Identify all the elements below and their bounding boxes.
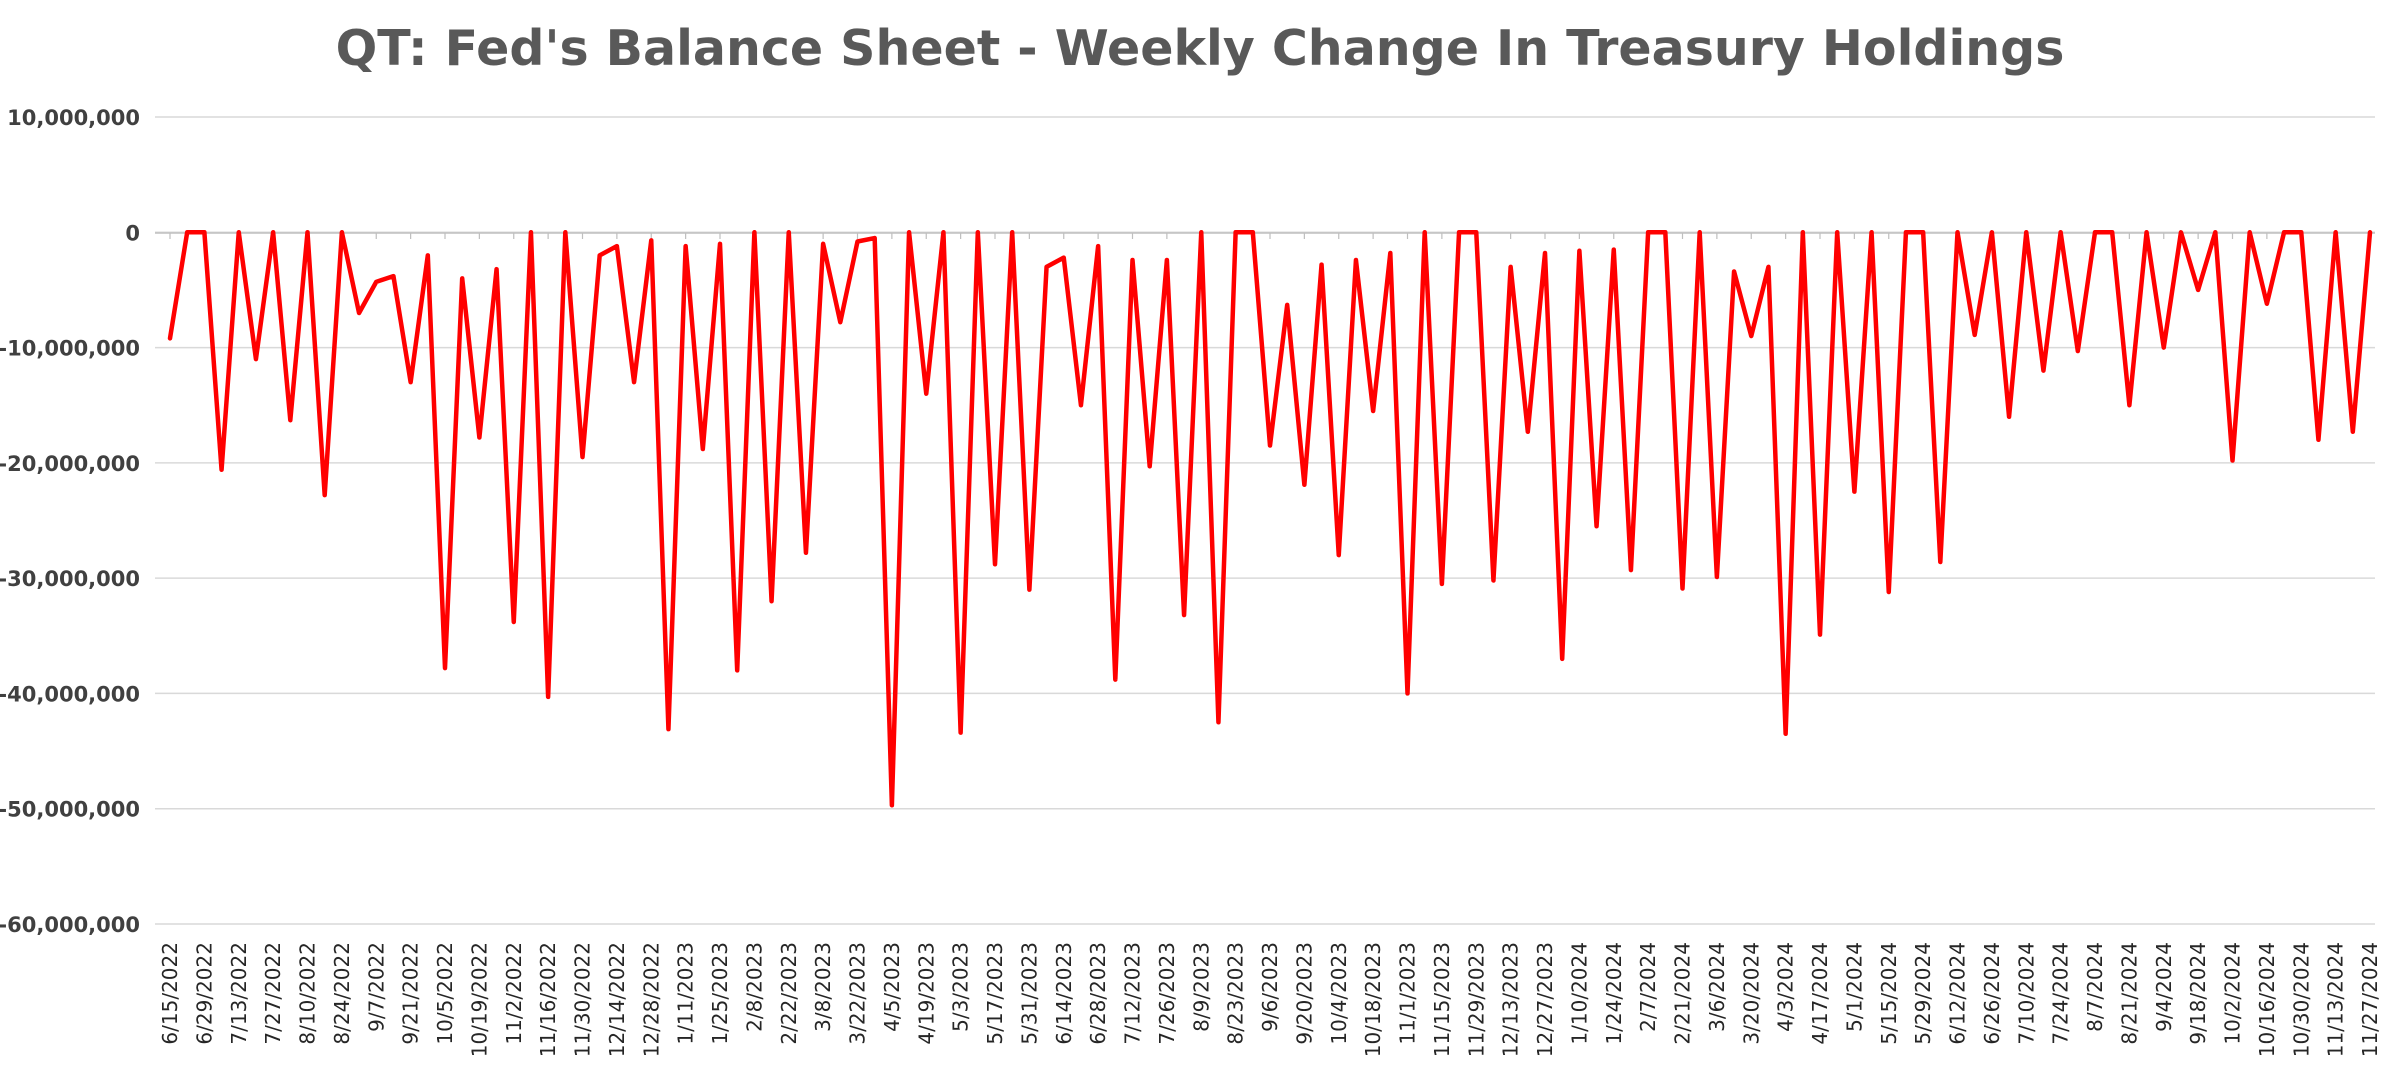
x-tick-label: 10/5/2022 bbox=[433, 942, 457, 1045]
x-tick-label: 7/26/2023 bbox=[1155, 942, 1179, 1045]
x-tick-label: 9/7/2022 bbox=[364, 942, 388, 1032]
x-tick-label: 9/18/2024 bbox=[2186, 942, 2210, 1045]
x-tick-label: 12/13/2023 bbox=[1499, 942, 1523, 1057]
x-tick-label: 7/24/2024 bbox=[2049, 942, 2073, 1045]
y-tick-label: -60,000,000 bbox=[0, 913, 140, 937]
x-tick-label: 6/29/2022 bbox=[192, 942, 216, 1045]
x-tick-label: 12/28/2022 bbox=[639, 942, 663, 1057]
x-tick-label: 10/2/2024 bbox=[2221, 942, 2245, 1045]
y-tick-label: -50,000,000 bbox=[0, 798, 140, 822]
x-tick-label: 3/8/2023 bbox=[811, 942, 835, 1032]
gridlines bbox=[155, 116, 2375, 925]
x-tick-label: 9/20/2023 bbox=[1292, 942, 1316, 1045]
x-tick-label: 8/7/2024 bbox=[2083, 942, 2107, 1032]
x-tick-label: 5/1/2024 bbox=[1842, 942, 1866, 1032]
x-tick-label: 3/6/2024 bbox=[1705, 942, 1729, 1032]
x-tick-label: 3/22/2023 bbox=[846, 942, 870, 1045]
x-tick-label: 3/20/2024 bbox=[1739, 942, 1763, 1045]
y-tick-label: -10,000,000 bbox=[0, 337, 140, 361]
x-tick-label: 5/31/2023 bbox=[1017, 942, 1041, 1045]
x-tick-label: 12/27/2023 bbox=[1533, 942, 1557, 1057]
x-tick-label: 11/27/2024 bbox=[2358, 942, 2382, 1057]
x-tick-label: 8/9/2023 bbox=[1189, 942, 1213, 1032]
x-axis: 6/15/2022 6/29/2022 7/13/2022 7/27/2022 8/10… bbox=[158, 233, 2382, 1057]
y-tick-label: -30,000,000 bbox=[0, 567, 140, 591]
x-tick-label: 9/6/2023 bbox=[1258, 942, 1282, 1032]
x-tick-label: 2/21/2024 bbox=[1671, 942, 1695, 1045]
x-tick-label: 2/22/2023 bbox=[777, 942, 801, 1045]
x-tick-label: 4/17/2024 bbox=[1808, 942, 1832, 1045]
x-tick-label: 8/10/2022 bbox=[296, 942, 320, 1045]
y-tick-label: 0 bbox=[125, 221, 140, 245]
x-tick-label: 7/13/2022 bbox=[227, 942, 251, 1045]
x-tick-label: 1/24/2024 bbox=[1602, 942, 1626, 1045]
x-tick-label: 10/4/2023 bbox=[1327, 942, 1351, 1045]
x-tick-label: 5/3/2023 bbox=[949, 942, 973, 1032]
x-tick-label: 11/16/2022 bbox=[536, 942, 560, 1057]
x-tick-label: 11/15/2023 bbox=[1430, 942, 1454, 1057]
x-tick-label: 6/28/2023 bbox=[1086, 942, 1110, 1045]
x-tick-label: 10/16/2024 bbox=[2255, 942, 2279, 1057]
x-tick-label: 12/14/2022 bbox=[605, 942, 629, 1057]
series-line bbox=[167, 230, 2373, 808]
x-tick-label: 8/23/2023 bbox=[1224, 942, 1248, 1045]
x-tick-label: 11/29/2023 bbox=[1464, 942, 1488, 1057]
x-tick-label: 11/1/2023 bbox=[1396, 942, 1420, 1045]
y-tick-label: -40,000,000 bbox=[0, 682, 140, 706]
x-tick-label: 11/30/2022 bbox=[571, 942, 595, 1057]
x-tick-label: 9/21/2022 bbox=[399, 942, 423, 1045]
x-tick-label: 10/19/2022 bbox=[467, 942, 491, 1057]
x-tick-label: 2/7/2024 bbox=[1636, 942, 1660, 1032]
x-tick-label: 11/13/2024 bbox=[2324, 942, 2348, 1057]
y-tick-label: 10,000,000 bbox=[7, 106, 140, 130]
x-tick-label: 6/14/2023 bbox=[1052, 942, 1076, 1045]
x-tick-label: 4/3/2024 bbox=[1774, 942, 1798, 1032]
x-tick-label: 8/21/2024 bbox=[2117, 942, 2141, 1045]
x-tick-label: 10/18/2023 bbox=[1361, 942, 1385, 1057]
x-tick-label: 7/12/2023 bbox=[1121, 942, 1145, 1045]
x-tick-label: 1/25/2023 bbox=[708, 942, 732, 1045]
x-tick-label: 5/17/2023 bbox=[983, 942, 1007, 1045]
x-tick-label: 4/5/2023 bbox=[880, 942, 904, 1032]
x-tick-label: 6/15/2022 bbox=[158, 942, 182, 1045]
x-tick-label: 10/30/2024 bbox=[2289, 942, 2313, 1057]
chart-title: QT: Fed's Balance Sheet - Weekly Change … bbox=[335, 20, 2065, 77]
y-axis: 10,000,000 0 -10,000,000 -20,000,000 -30,000… bbox=[0, 106, 140, 937]
x-tick-label: 1/11/2023 bbox=[674, 942, 698, 1045]
x-tick-label: 6/12/2024 bbox=[1946, 942, 1970, 1045]
x-tick-label: 11/2/2022 bbox=[502, 942, 526, 1045]
x-tick-label: 6/26/2024 bbox=[1980, 942, 2004, 1045]
y-tick-label: -20,000,000 bbox=[0, 452, 140, 476]
x-tick-label: 9/4/2024 bbox=[2152, 942, 2176, 1032]
x-tick-label: 4/19/2023 bbox=[914, 942, 938, 1045]
x-tick-label: 7/10/2024 bbox=[2014, 942, 2038, 1045]
x-tick-label: 7/27/2022 bbox=[261, 942, 285, 1045]
x-tick-label: 5/29/2024 bbox=[1911, 942, 1935, 1045]
x-tick-label: 8/24/2022 bbox=[330, 942, 354, 1045]
x-tick-label: 5/15/2024 bbox=[1877, 942, 1901, 1045]
x-tick-label: 1/10/2024 bbox=[1567, 942, 1591, 1045]
x-tick-label: 2/8/2023 bbox=[742, 942, 766, 1032]
